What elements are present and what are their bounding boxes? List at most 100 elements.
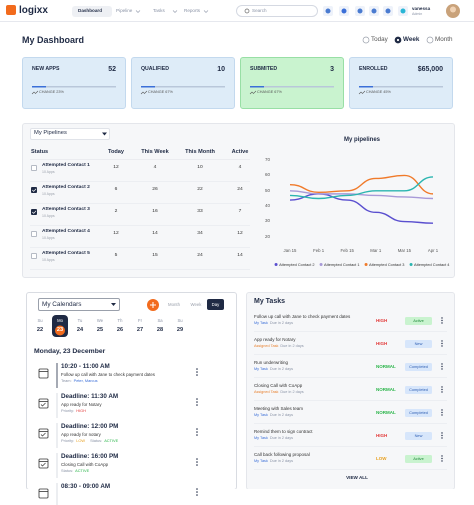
task-priority: LOW: [376, 456, 387, 461]
day-label[interactable]: Su: [177, 318, 183, 323]
day-number[interactable]: 26: [116, 327, 124, 333]
row-value: 15: [152, 253, 158, 258]
day-number[interactable]: 24: [76, 327, 84, 333]
task-title[interactable]: Closing Call with CoApp: [254, 383, 303, 388]
event-icon: [38, 488, 49, 499]
row-checkbox[interactable]: [31, 253, 37, 259]
task-due: Due in 2 days: [269, 436, 294, 440]
nav-item[interactable]: Dashboard: [78, 8, 102, 13]
legend-item: Attempted Contact 1: [319, 263, 360, 267]
row-checkbox[interactable]: [31, 165, 37, 171]
task-type: Assigned Task: [254, 344, 279, 348]
legend-swatch: [319, 263, 323, 267]
task-due: Due in 2 days: [269, 459, 294, 463]
view-tab[interactable]: Day: [211, 302, 220, 307]
day-number[interactable]: 29: [176, 327, 184, 333]
logo-mark: [6, 5, 16, 15]
task-title[interactable]: Follow up call with Jane to check paymen…: [254, 314, 351, 319]
range-option[interactable]: Month: [435, 36, 453, 43]
view-tab[interactable]: Week: [190, 302, 202, 307]
event-meta-label: Priority:: [61, 408, 75, 413]
y-tick-label: 50: [264, 187, 270, 193]
task-meta: My Task Due in 2 days: [254, 413, 293, 418]
task-title[interactable]: Call back following proposal: [254, 452, 310, 457]
user-name: vanessa: [412, 5, 431, 11]
event-title: App ready for notary: [61, 431, 101, 437]
range-option[interactable]: Week: [403, 36, 420, 43]
stat-label: QUALIFIED: [141, 66, 169, 72]
task-status-badge: [405, 340, 432, 348]
table-header: Active: [231, 149, 249, 155]
event-menu-dot: [196, 491, 198, 493]
y-tick-label: 70: [264, 156, 270, 162]
table-header: This Month: [185, 149, 215, 155]
x-tick-label: Jan 15: [283, 248, 297, 253]
day-number[interactable]: 23: [56, 327, 64, 333]
nav-item[interactable]: Tasks: [153, 8, 165, 13]
day-number[interactable]: 28: [156, 327, 164, 333]
pipelines-dropdown-label[interactable]: My Pipelines: [34, 130, 67, 136]
row-checkbox[interactable]: [31, 187, 37, 193]
day-number[interactable]: 27: [136, 327, 144, 333]
task-title[interactable]: App ready for Notary: [254, 337, 296, 342]
day-label[interactable]: We: [96, 318, 104, 323]
task-title[interactable]: Remind them to sign contract: [254, 429, 313, 434]
task-title[interactable]: Meeting with Sales team: [254, 406, 304, 411]
row-checkbox[interactable]: [31, 231, 37, 237]
day-label[interactable]: Sa: [157, 318, 163, 323]
day-label[interactable]: Su: [37, 318, 43, 323]
search-box[interactable]: [236, 5, 318, 17]
page-title: My Dashboard: [22, 35, 85, 45]
row-name: Attempted Contact 3: [42, 207, 90, 212]
stat-value: 52: [108, 66, 116, 73]
row-value: 14: [237, 253, 243, 258]
range-option[interactable]: Today: [371, 36, 388, 43]
event-meta-label: Team:: [61, 378, 72, 383]
view-all[interactable]: VIEW ALL: [346, 475, 368, 480]
day-number[interactable]: 22: [36, 327, 44, 333]
legend-swatch: [409, 263, 413, 267]
table-header: Status: [31, 149, 49, 155]
event-meta: Priority: LOW Status: ACTIVE: [61, 439, 118, 443]
search-placeholder[interactable]: Search: [252, 8, 267, 13]
nav-item[interactable]: Reports: [184, 8, 201, 13]
legend-label: Attempted Contact 2: [279, 262, 315, 267]
calendar-dropdown-label[interactable]: My Calendars: [42, 300, 82, 308]
event-meta: Priority: HIGH: [61, 409, 86, 413]
event-meta-value: ACTIVE: [75, 468, 90, 473]
legend-swatch: [364, 263, 368, 267]
logo: logixx: [19, 4, 48, 16]
task-priority: HIGH: [376, 433, 388, 438]
task-priority: NORMAL: [376, 410, 396, 415]
stat-change: CHANGE 67%: [257, 89, 282, 94]
task-status: New: [414, 340, 423, 346]
event-meta-value: HIGH: [76, 408, 86, 413]
view-tab-active[interactable]: [207, 299, 224, 310]
task-type: My Task: [254, 459, 268, 463]
table-header: Today: [107, 149, 125, 155]
row-name: Attempted Contact 2: [42, 185, 90, 190]
stat-label: ENROLLED: [359, 66, 388, 72]
tasks-title: My Tasks: [254, 298, 285, 305]
task-priority: NORMAL: [376, 387, 396, 392]
day-label[interactable]: Th: [117, 318, 123, 323]
view-tab[interactable]: Month: [168, 302, 180, 307]
legend-item: Attempted Contact 4: [409, 263, 449, 267]
pipelines-dropdown[interactable]: [30, 128, 110, 140]
day-label[interactable]: Fr: [138, 318, 142, 323]
task-status-badge: [405, 455, 432, 463]
event-time: Deadline: 16:00 PM: [61, 453, 119, 460]
y-tick-label: 20: [264, 233, 270, 239]
chart-title: My pipelines: [343, 137, 381, 143]
add-button[interactable]: [147, 299, 159, 311]
task-status-badge: [405, 432, 432, 440]
nav-item[interactable]: Pipeline: [116, 8, 133, 13]
day-label[interactable]: Mo: [57, 318, 63, 323]
task-meta: My Task Due in 2 days: [254, 459, 294, 464]
calendar-dropdown[interactable]: [38, 298, 120, 311]
day-label[interactable]: Tu: [77, 318, 83, 323]
task-title[interactable]: Run underwriting: [254, 360, 289, 365]
row-checkbox[interactable]: [31, 209, 37, 215]
day-number[interactable]: 25: [96, 327, 104, 333]
task-status: Completed: [409, 386, 428, 392]
